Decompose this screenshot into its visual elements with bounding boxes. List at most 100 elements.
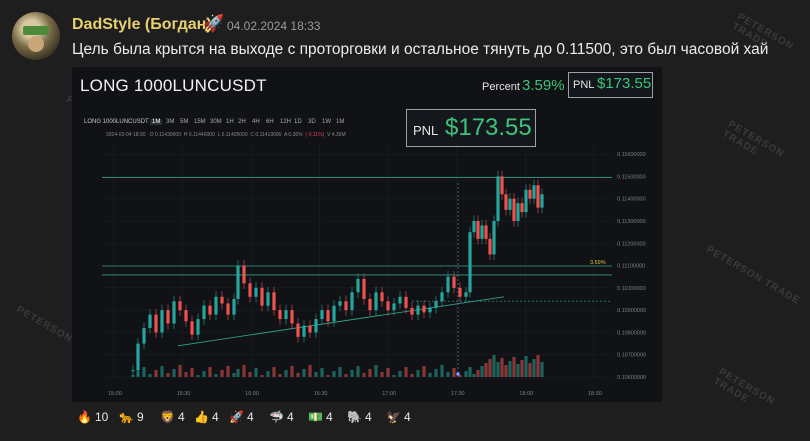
y-tick-label: 0.11000000 (617, 286, 646, 292)
pnl-large-value: $173.55 (445, 114, 532, 141)
message-text: Цель была крытся на выходе с проторговки… (72, 41, 769, 58)
candle-body (350, 292, 354, 311)
candle-body (242, 265, 246, 284)
y-tick-label: 0.11400000 (617, 197, 646, 203)
reaction-1[interactable]: 🐆 9 (119, 410, 144, 430)
candle-body (416, 305, 420, 315)
candle-body (184, 310, 188, 322)
reaction-emoji-icon: 🐆 (119, 410, 134, 424)
reaction-3[interactable]: 👍 4 (194, 410, 219, 430)
candle-body (136, 343, 140, 371)
volume-bar (524, 356, 528, 377)
timeframe-4[interactable]: 30M (210, 119, 222, 125)
candle-body (266, 292, 270, 306)
volume-bar (492, 355, 496, 377)
pnl-value: $173.55 (597, 75, 652, 92)
reaction-6[interactable]: 💵 4 (308, 410, 333, 430)
volume-bar (368, 369, 372, 377)
candle-body (386, 301, 390, 311)
watermark: PETERSON TRADE (711, 366, 777, 408)
volume-bar (428, 373, 432, 377)
candle-body (464, 292, 468, 297)
candle-body (226, 303, 230, 315)
candle-body (540, 194, 544, 208)
timeframe-11[interactable]: 3D (308, 119, 316, 125)
volume-bar (480, 366, 484, 377)
candle-body (520, 203, 524, 213)
volume-bar (508, 361, 512, 377)
pnl-large-label: PNL (413, 123, 439, 138)
timeframe-7[interactable]: 4H (252, 119, 260, 125)
candle-body (496, 176, 500, 221)
candle-body (142, 327, 146, 344)
candle-body (374, 292, 378, 311)
candle-body (344, 301, 348, 311)
candle-body (148, 314, 152, 328)
timeframe-9[interactable]: 12H (280, 119, 292, 125)
x-tick-label: 18:30 (588, 391, 602, 397)
entry-marker (456, 372, 460, 376)
chart-image[interactable]: LONG 1000LUNCUSDT Percent 3.59% PNL $173… (72, 67, 662, 402)
candle-body (314, 319, 318, 333)
reaction-count: 9 (136, 410, 144, 424)
candle-body (220, 296, 224, 304)
timeframe-5[interactable]: 1H (226, 119, 234, 125)
candle-body (320, 310, 324, 320)
timeframe-1[interactable]: 3M (166, 119, 175, 125)
reaction-2[interactable]: 🦁 4 (160, 410, 185, 430)
volume-bar (410, 374, 414, 377)
volume-bar (184, 372, 188, 377)
timeframe-6[interactable]: 2H (238, 119, 246, 125)
timeframe-13[interactable]: 1M (336, 119, 345, 125)
timeframe-2[interactable]: 5M (180, 119, 189, 125)
x-tick-label: 16:00 (245, 391, 259, 397)
volume-bar (350, 370, 354, 377)
reaction-emoji-icon: 🦈 (269, 410, 284, 424)
volume-bar (172, 369, 176, 377)
author-name[interactable]: DadStyle (Богдан) (72, 16, 212, 33)
volume-bar (196, 375, 200, 377)
volume-bar (500, 358, 504, 377)
avatar[interactable] (12, 12, 60, 60)
volume-bar (504, 365, 508, 377)
reaction-emoji-icon: 👍 (194, 410, 209, 424)
candle-body (528, 189, 532, 199)
timeframe-3[interactable]: 15M (194, 119, 206, 125)
volume-bar (131, 375, 135, 377)
candle-body (302, 325, 306, 337)
y-tick-label: 0.11300000 (617, 219, 646, 225)
volume-bar (226, 366, 230, 377)
candle-body (202, 305, 206, 320)
volume-bar (220, 370, 224, 377)
volume-bar (512, 357, 516, 377)
candle-body (524, 189, 528, 213)
volume-bar (326, 375, 330, 377)
volume-bar (232, 373, 236, 377)
reaction-8[interactable]: 🦅 4 (386, 410, 411, 430)
timeframe-12[interactable]: 1W (322, 119, 331, 125)
volume-bar (404, 367, 408, 377)
candle-body (326, 310, 330, 322)
reaction-count: 4 (177, 410, 185, 424)
y-tick-label: 0.10700000 (617, 353, 646, 359)
reaction-5[interactable]: 🦈 4 (269, 410, 294, 430)
timeframe-10[interactable]: 1D (294, 119, 302, 125)
volume-bar (528, 363, 532, 377)
candle-body (131, 370, 135, 372)
candle-body (208, 305, 212, 315)
candle-body (272, 292, 276, 311)
candle-body (248, 283, 252, 297)
volume-bar (422, 366, 426, 377)
volume-bar (148, 374, 152, 377)
volume-bar (242, 365, 246, 377)
candle-body (278, 310, 282, 320)
timeframe-0[interactable]: 1M (150, 119, 163, 125)
candle-body (362, 278, 366, 299)
reaction-7[interactable]: 🐘 4 (347, 410, 372, 430)
reaction-0[interactable]: 🔥 10 (77, 410, 108, 430)
volume-bar (142, 367, 146, 377)
percent-value: 3.59% (522, 77, 565, 94)
volume-bar (320, 368, 324, 377)
reaction-4[interactable]: 🚀 4 (229, 410, 254, 430)
timeframe-8[interactable]: 6H (266, 119, 274, 125)
